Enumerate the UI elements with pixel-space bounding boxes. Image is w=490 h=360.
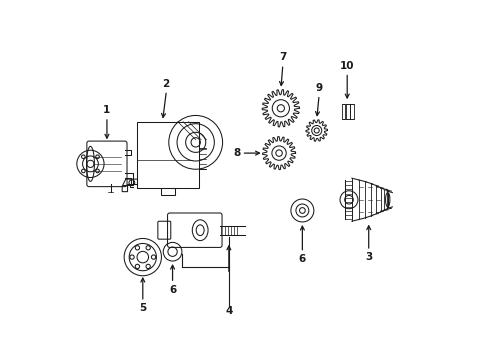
- Text: 9: 9: [315, 83, 322, 93]
- Text: 8: 8: [233, 148, 241, 158]
- Bar: [350, 104, 354, 119]
- Text: 1: 1: [103, 105, 111, 116]
- Text: 4: 4: [225, 306, 233, 316]
- Text: 10: 10: [340, 61, 354, 71]
- Text: 5: 5: [139, 303, 147, 312]
- Text: 6: 6: [169, 285, 176, 295]
- Text: 6: 6: [299, 253, 306, 264]
- Text: 3: 3: [365, 252, 372, 262]
- Text: 7: 7: [279, 52, 286, 62]
- Bar: [342, 104, 345, 119]
- Bar: [137, 122, 199, 188]
- Bar: [161, 188, 175, 194]
- Text: 2: 2: [163, 78, 170, 89]
- Bar: [346, 104, 350, 119]
